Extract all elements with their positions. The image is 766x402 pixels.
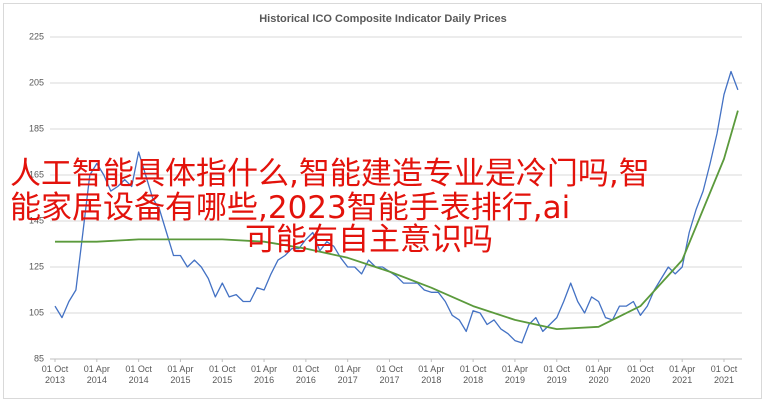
x-tick-label: 01 Apr 2016 <box>251 364 278 385</box>
x-tick-label: 01 Apr 2018 <box>418 364 445 385</box>
x-tick-label: 01 Oct 2017 <box>376 364 403 385</box>
y-tick-label: 165 <box>29 169 44 179</box>
x-tick-label: 01 Apr 2021 <box>669 364 696 385</box>
y-tick-label: 105 <box>29 307 44 317</box>
x-tick-label: 01 Oct 2013 <box>41 364 69 385</box>
data-line <box>55 110 739 330</box>
x-tick-label: 01 Apr 2015 <box>167 364 194 385</box>
y-tick-label: 205 <box>29 77 44 87</box>
chart-title: Historical ICO Composite Indicator Daily… <box>259 13 507 25</box>
y-tick-label: 145 <box>29 215 44 225</box>
x-tick-label: 01 Apr 2014 <box>83 364 110 385</box>
y-tick-label: 185 <box>29 123 44 133</box>
x-tick-label: 01 Apr 2019 <box>501 364 528 385</box>
x-tick-label: 01 Apr 2020 <box>585 364 612 385</box>
x-tick-label: 01 Apr 2017 <box>334 364 361 385</box>
x-tick-label: 01 Oct 2014 <box>125 364 152 385</box>
y-tick-label: 125 <box>29 261 44 271</box>
y-tick-label: 85 <box>34 353 44 363</box>
x-tick-label: 01 Oct 2020 <box>627 364 654 385</box>
overlay-text: 能家居设备有哪些,2023智能手表排行,ai <box>10 190 571 226</box>
overlay-text: 人工智能具体指什么,智能建造专业是冷门吗,智 <box>10 156 650 192</box>
x-tick-label: 01 Oct 2015 <box>208 364 236 385</box>
x-tick-label: 01 Oct 2016 <box>292 364 320 385</box>
x-tick-label: 01 Oct 2021 <box>710 364 738 385</box>
chart-frame <box>3 3 762 399</box>
x-tick-label: 01 Oct 2018 <box>459 364 487 385</box>
overlay-text: 可能有自主意识吗 <box>245 222 493 258</box>
y-tick-label: 225 <box>29 31 44 41</box>
x-tick-label: 01 Oct 2019 <box>543 364 570 385</box>
